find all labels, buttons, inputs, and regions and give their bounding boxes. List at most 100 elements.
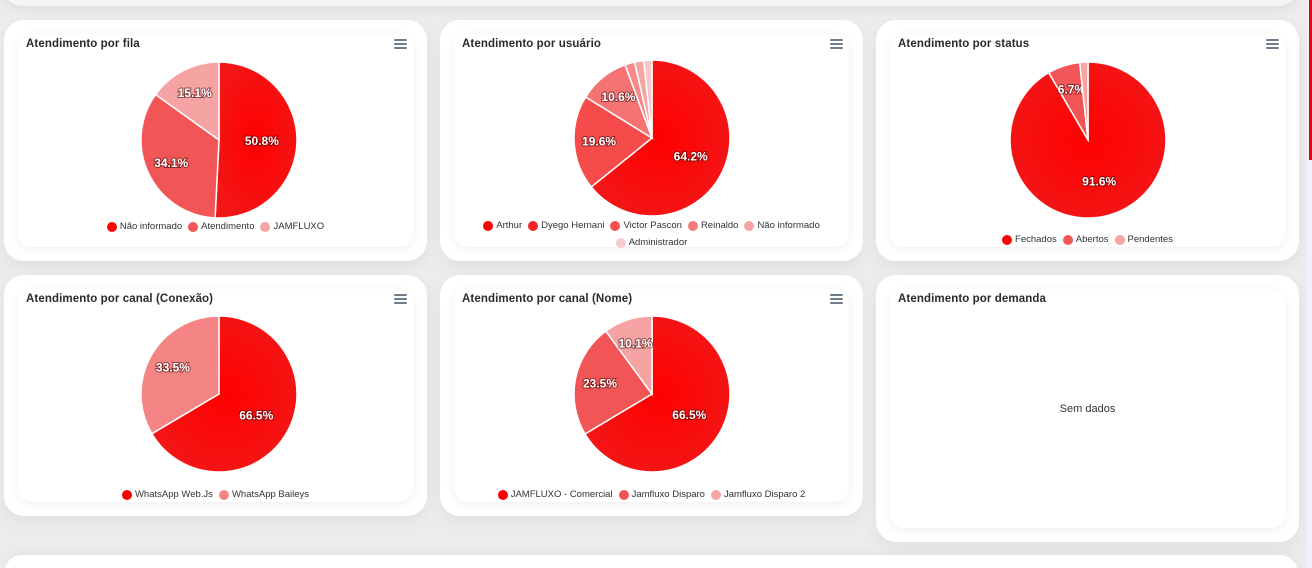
vertical-scrollbar[interactable] bbox=[1307, 0, 1312, 568]
legend-item[interactable]: WhatsApp Baileys bbox=[218, 488, 309, 502]
legend-item[interactable]: Dyego Hernani bbox=[528, 219, 604, 233]
legend-item[interactable]: WhatsApp Web.Js bbox=[121, 488, 213, 502]
legend-item[interactable]: Abertos bbox=[1062, 233, 1109, 247]
slice-label: 10.1% bbox=[618, 337, 652, 351]
legend-label: Dyego Hernani bbox=[541, 220, 605, 231]
legend-label: Administrador bbox=[628, 237, 688, 248]
legend-dot-icon bbox=[1114, 235, 1125, 245]
slice-label: 33.5% bbox=[156, 361, 190, 375]
chart-container: Atendimento por fila 50.8% 34.1% 15.1% Não… bbox=[18, 34, 413, 247]
chart-legend: Não informado Atendimento JAMFLUXO bbox=[18, 220, 413, 237]
chart-container: Atendimento por canal (Nome) 66.5% 23.5% 1… bbox=[454, 289, 849, 502]
pie-chart[interactable]: 66.5% 33.5% bbox=[139, 314, 299, 474]
card-atendimento-por-demanda: Atendimento por demanda Sem dados bbox=[876, 275, 1299, 542]
legend-label: Arthur bbox=[496, 220, 523, 231]
hamburger-menu-icon[interactable] bbox=[830, 294, 843, 304]
legend-item[interactable]: Atendimento bbox=[188, 220, 254, 234]
pie-slice[interactable] bbox=[573, 96, 654, 189]
pie-slice[interactable] bbox=[154, 61, 220, 142]
legend-label: Não informado bbox=[757, 220, 820, 231]
scrollbar-thumb[interactable] bbox=[1309, 0, 1312, 160]
legend-dot-icon bbox=[687, 221, 698, 231]
legend-label: Não informado bbox=[119, 221, 183, 232]
legend-dot-icon bbox=[1062, 235, 1073, 245]
slice-label: 50.8% bbox=[245, 134, 279, 148]
legend-dot-icon bbox=[610, 221, 621, 231]
hamburger-menu-icon[interactable] bbox=[1266, 39, 1279, 49]
chart-legend: JAMFLUXO - Comercial Jamfluxo Disparo Jamf… bbox=[454, 488, 849, 505]
legend-item[interactable]: JAMFLUXO bbox=[260, 220, 324, 234]
legend-item[interactable]: Reinaldo bbox=[687, 219, 739, 233]
legend-item[interactable]: Jamfluxo Disparo bbox=[618, 488, 705, 502]
chart-title: Atendimento por status bbox=[898, 38, 1030, 50]
legend-item[interactable]: Administrador bbox=[615, 236, 688, 250]
legend-item[interactable]: Pendentes bbox=[1114, 233, 1173, 247]
slice-label: 64.2% bbox=[674, 150, 708, 164]
pie-chart[interactable]: 66.5% 23.5% 10.1% bbox=[572, 314, 732, 474]
legend-dot-icon bbox=[260, 222, 271, 232]
pie-slice[interactable] bbox=[590, 59, 731, 217]
hamburger-menu-icon[interactable] bbox=[394, 294, 407, 304]
legend-item[interactable]: Não informado bbox=[106, 220, 183, 234]
chart-legend: WhatsApp Web.Js WhatsApp Baileys bbox=[18, 488, 413, 505]
legend-label: Reinaldo bbox=[700, 220, 739, 231]
legend-label: Fechados bbox=[1015, 234, 1057, 245]
legend-label: Jamfluxo Disparo 2 bbox=[723, 489, 806, 500]
slice-label: 15.1% bbox=[178, 86, 212, 100]
pie-slice[interactable] bbox=[140, 315, 220, 435]
legend-item[interactable]: Fechados bbox=[1002, 233, 1057, 247]
card-atendimento-por-fila: Atendimento por fila 50.8% 34.1% 15.1% Não… bbox=[4, 20, 427, 261]
chart-title: Atendimento por fila bbox=[26, 38, 140, 50]
pie-slice[interactable] bbox=[140, 93, 220, 219]
legend-dot-icon bbox=[710, 490, 721, 500]
pie-slice[interactable] bbox=[214, 61, 298, 219]
no-data-message: Sem dados bbox=[1059, 402, 1116, 415]
legend-label: WhatsApp Web.Js bbox=[134, 489, 213, 500]
legend-dot-icon bbox=[528, 221, 539, 231]
pie-slice[interactable] bbox=[604, 315, 653, 397]
hamburger-menu-icon[interactable] bbox=[830, 39, 843, 49]
legend-dot-icon bbox=[218, 490, 229, 500]
pie-slice[interactable] bbox=[573, 330, 654, 436]
pie-slice[interactable] bbox=[583, 315, 731, 473]
chart-title: Atendimento por canal (Conexão) bbox=[26, 293, 214, 305]
legend-label: Victor Pascon bbox=[623, 220, 682, 231]
slice-label: 10.6% bbox=[601, 90, 635, 104]
slice-label: 66.5% bbox=[239, 408, 273, 422]
legend-label: Pendentes bbox=[1127, 234, 1173, 245]
pie-chart[interactable]: 50.8% 34.1% 15.1% bbox=[139, 60, 299, 220]
card-atendimento-por-usuario: Atendimento por usuário 64.2% 19.6% 10.6% … bbox=[440, 20, 863, 261]
chart-container: Atendimento por status 91.6% 6.7% Fechado… bbox=[890, 34, 1285, 247]
legend-item[interactable]: Não informado bbox=[744, 219, 820, 233]
legend-dot-icon bbox=[121, 490, 132, 500]
chart-legend: Arthur Dyego Hernani Victor Pascon Reinaldo… bbox=[464, 219, 839, 253]
pie-chart[interactable]: 91.6% 6.7% bbox=[1008, 60, 1168, 220]
legend-item[interactable]: Jamfluxo Disparo 2 bbox=[710, 488, 806, 502]
slice-label: 34.1% bbox=[154, 156, 188, 170]
legend-dot-icon bbox=[744, 221, 755, 231]
legend-label: Atendimento bbox=[201, 221, 255, 232]
legend-item[interactable]: Victor Pascon bbox=[610, 219, 682, 233]
pie-slice[interactable] bbox=[150, 315, 298, 473]
legend-item[interactable]: Arthur bbox=[483, 219, 522, 233]
chart-title: Atendimento por usuário bbox=[462, 38, 602, 50]
chart-container: Atendimento por usuário 64.2% 19.6% 10.6% … bbox=[454, 34, 849, 248]
pie-slice[interactable] bbox=[1078, 61, 1089, 141]
legend-dot-icon bbox=[1002, 235, 1013, 245]
legend-dot-icon bbox=[483, 221, 494, 231]
chart-title: Atendimento por demanda bbox=[898, 293, 1046, 305]
slice-label: 66.5% bbox=[672, 408, 706, 422]
slice-label: 23.5% bbox=[583, 376, 617, 390]
legend-item[interactable]: JAMFLUXO - Comercial bbox=[497, 488, 613, 502]
card-atendimento-por-canal-conexao: Atendimento por canal (Conexão) 66.5% 33.… bbox=[4, 275, 427, 516]
top-panel-edge bbox=[4, 0, 1298, 6]
pie-chart[interactable]: 64.2% 19.6% 10.6% bbox=[572, 58, 732, 218]
chart-container: Atendimento por demanda Sem dados bbox=[890, 289, 1285, 528]
bottom-panel-edge bbox=[4, 555, 1298, 568]
hamburger-menu-icon[interactable] bbox=[394, 39, 407, 49]
legend-dot-icon bbox=[615, 238, 626, 248]
legend-dot-icon bbox=[188, 222, 199, 232]
legend-label: Jamfluxo Disparo bbox=[631, 489, 705, 500]
chart-title: Atendimento por canal (Nome) bbox=[462, 293, 633, 305]
pie-slice[interactable] bbox=[642, 59, 653, 139]
